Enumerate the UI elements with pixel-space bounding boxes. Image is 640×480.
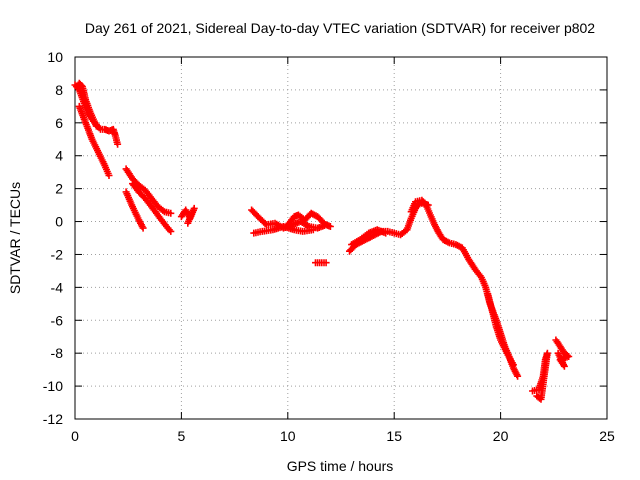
y-tick-label: 6 bbox=[55, 115, 63, 131]
x-tick-label: 25 bbox=[599, 428, 615, 444]
y-tick-label: 10 bbox=[47, 49, 63, 65]
y-tick-label: 2 bbox=[55, 181, 63, 197]
x-tick-label: 15 bbox=[386, 428, 402, 444]
grid bbox=[75, 57, 607, 419]
y-tick-label: -12 bbox=[43, 411, 63, 427]
y-tick-label: 0 bbox=[55, 214, 63, 230]
x-tick-label: 20 bbox=[493, 428, 509, 444]
chart-title: Day 261 of 2021, Sidereal Day-to-day VTE… bbox=[85, 20, 595, 36]
y-axis-label: SDTVAR / TECUs bbox=[7, 182, 23, 294]
ticks bbox=[75, 57, 607, 419]
x-tick-labels: 0 5 10 15 20 25 bbox=[71, 428, 615, 444]
y-tick-label: 8 bbox=[55, 82, 63, 98]
x-axis-label: GPS time / hours bbox=[287, 458, 394, 474]
x-tick-label: 0 bbox=[71, 428, 79, 444]
sdtvar-chart: Day 261 of 2021, Sidereal Day-to-day VTE… bbox=[0, 0, 640, 480]
y-tick-label: -4 bbox=[51, 279, 64, 295]
y-tick-label: 4 bbox=[55, 148, 63, 164]
x-tick-label: 5 bbox=[178, 428, 186, 444]
data-points bbox=[72, 80, 573, 403]
y-tick-label: -6 bbox=[51, 312, 64, 328]
y-tick-label: -8 bbox=[51, 345, 64, 361]
y-tick-label: -2 bbox=[51, 246, 64, 262]
plot-frame bbox=[75, 57, 607, 419]
x-tick-label: 10 bbox=[280, 428, 296, 444]
y-tick-label: -10 bbox=[43, 378, 63, 394]
y-tick-labels: 10 8 6 4 2 0 -2 -4 -6 -8 -10 -12 bbox=[43, 49, 63, 427]
